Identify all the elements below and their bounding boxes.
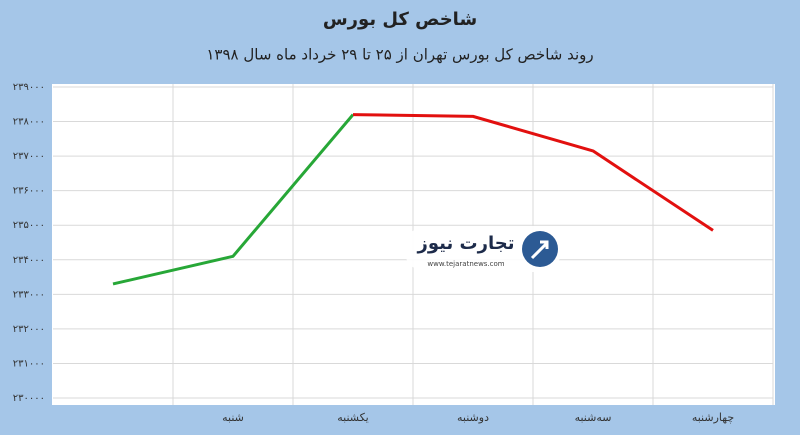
chart-subtitle: روند شاخص کل بورس تهران از ۲۵ تا ۲۹ خردا… [206,46,593,64]
x-tick-label: سه‌شنبه [575,411,612,424]
watermark-url: www.tejaratnews.com [427,260,504,268]
watermark-brand: تجارت نیوز [417,233,515,254]
y-tick-label: ۲۳۱۰۰۰ [13,358,45,369]
line-segment [352,113,714,232]
y-tick-label: ۲۳۹۰۰۰ [13,82,45,93]
y-tick-label: ۲۳۴۰۰۰ [13,255,45,266]
x-tick-label: چهارشنبه [692,411,734,424]
x-tick-label: شنبه [222,411,244,424]
line-segment [112,113,355,286]
x-tick-label: یکشنبه [337,411,369,424]
y-tick-label: ۲۳۵۰۰۰ [13,220,45,231]
watermark-bg [404,226,562,272]
y-tick-label: ۲۳۸۰۰۰ [13,117,45,128]
y-tick-label: ۲۳۶۰۰۰ [13,186,45,197]
chart-title: شاخص کل بورس [323,9,477,30]
y-tick-label: ۲۳۰۰۰۰ [13,393,45,404]
watermark-arrow [530,240,549,260]
y-tick-label: ۲۳۳۰۰۰ [13,289,45,300]
x-tick-label: دوشنبه [457,411,489,424]
y-tick-label: ۲۳۷۰۰۰ [13,151,45,162]
y-tick-label: ۲۳۲۰۰۰ [13,324,45,335]
watermark: تجارت نیوز www.tejaratnews.com [404,226,562,272]
